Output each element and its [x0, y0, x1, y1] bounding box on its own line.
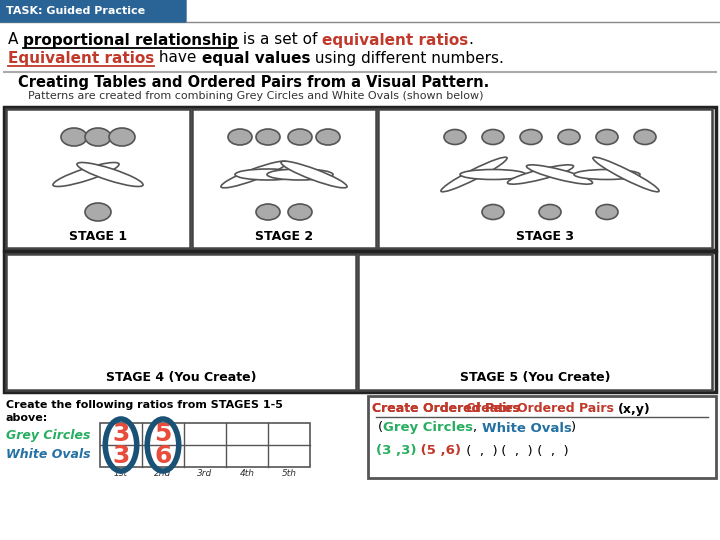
Text: have: have	[154, 51, 202, 65]
Text: equal values: equal values	[202, 51, 310, 65]
Text: using different numbers.: using different numbers.	[310, 51, 504, 65]
Ellipse shape	[596, 205, 618, 219]
Ellipse shape	[281, 161, 347, 188]
Ellipse shape	[634, 130, 656, 145]
Ellipse shape	[53, 163, 119, 186]
Text: STAGE 1: STAGE 1	[69, 230, 127, 242]
Ellipse shape	[482, 205, 504, 219]
Ellipse shape	[526, 165, 593, 184]
FancyBboxPatch shape	[358, 254, 712, 390]
Text: Create Ordered Pairs: Create Ordered Pairs	[372, 402, 524, 415]
Text: ): )	[572, 422, 577, 435]
FancyBboxPatch shape	[4, 252, 716, 392]
Ellipse shape	[256, 129, 280, 145]
Text: 3: 3	[112, 444, 130, 468]
Text: ,: ,	[473, 422, 482, 435]
Text: (5 ,6): (5 ,6)	[416, 444, 462, 457]
Text: White Ovals: White Ovals	[6, 449, 91, 462]
Text: 3: 3	[112, 422, 130, 446]
Text: (  ,  ): ( , )	[462, 444, 497, 457]
Text: 5: 5	[154, 422, 171, 446]
Text: (x,y): (x,y)	[618, 402, 651, 415]
Ellipse shape	[77, 163, 143, 186]
Text: above:: above:	[6, 413, 48, 423]
Text: White Ovals: White Ovals	[482, 422, 572, 435]
Ellipse shape	[520, 130, 542, 145]
Ellipse shape	[61, 128, 87, 146]
Text: STAGE 5 (You Create): STAGE 5 (You Create)	[460, 372, 611, 384]
Text: (  ,  ): ( , )	[533, 444, 568, 457]
Text: 3rd: 3rd	[197, 469, 212, 477]
Text: (: (	[378, 422, 383, 435]
Text: Patterns are created from combining Grey Circles and White Ovals (shown below): Patterns are created from combining Grey…	[28, 91, 484, 101]
Text: is a set of: is a set of	[238, 32, 323, 48]
Ellipse shape	[460, 170, 526, 179]
Ellipse shape	[235, 169, 301, 180]
Text: Create the following ratios from STAGES 1-5: Create the following ratios from STAGES …	[6, 400, 283, 410]
Ellipse shape	[221, 161, 287, 188]
Ellipse shape	[85, 128, 111, 146]
Ellipse shape	[441, 157, 507, 192]
Text: TASK: Guided Practice: TASK: Guided Practice	[6, 5, 145, 16]
FancyBboxPatch shape	[4, 107, 716, 250]
FancyBboxPatch shape	[192, 109, 376, 248]
FancyBboxPatch shape	[368, 396, 716, 478]
Ellipse shape	[256, 204, 280, 220]
Text: Grey Circles: Grey Circles	[383, 422, 473, 435]
Text: STAGE 2: STAGE 2	[255, 230, 313, 242]
Ellipse shape	[288, 129, 312, 145]
Text: 4th: 4th	[240, 469, 254, 477]
Text: STAGE 3: STAGE 3	[516, 230, 574, 242]
Ellipse shape	[558, 130, 580, 145]
FancyBboxPatch shape	[6, 109, 190, 248]
Text: Create Ordered Pairs: Create Ordered Pairs	[466, 402, 618, 415]
Text: (  ,  ): ( , )	[497, 444, 533, 457]
Ellipse shape	[228, 129, 252, 145]
Text: proportional relationship: proportional relationship	[23, 32, 238, 48]
Text: (3 ,3): (3 ,3)	[376, 444, 416, 457]
FancyBboxPatch shape	[378, 109, 712, 248]
Text: .: .	[469, 32, 474, 48]
Ellipse shape	[596, 130, 618, 145]
Ellipse shape	[539, 205, 561, 219]
Ellipse shape	[316, 129, 340, 145]
Text: 6: 6	[154, 444, 171, 468]
Ellipse shape	[85, 203, 111, 221]
Ellipse shape	[109, 128, 135, 146]
Text: Creating Tables and Ordered Pairs from a Visual Pattern.: Creating Tables and Ordered Pairs from a…	[18, 76, 490, 91]
Text: Equivalent ratios: Equivalent ratios	[8, 51, 154, 65]
Ellipse shape	[288, 204, 312, 220]
Text: STAGE 4 (You Create): STAGE 4 (You Create)	[106, 372, 256, 384]
Text: 1st: 1st	[114, 469, 128, 477]
Ellipse shape	[444, 130, 466, 145]
Text: 2nd: 2nd	[154, 469, 171, 477]
FancyBboxPatch shape	[6, 254, 356, 390]
Ellipse shape	[508, 165, 574, 184]
FancyBboxPatch shape	[100, 423, 310, 467]
FancyBboxPatch shape	[0, 0, 186, 22]
Ellipse shape	[593, 157, 659, 192]
Text: A: A	[8, 32, 23, 48]
Text: Create Ordered Pairs: Create Ordered Pairs	[372, 402, 524, 415]
Text: equivalent ratios: equivalent ratios	[323, 32, 469, 48]
Ellipse shape	[574, 170, 640, 179]
Ellipse shape	[267, 169, 333, 180]
Text: Grey Circles: Grey Circles	[6, 429, 91, 442]
Text: 5th: 5th	[282, 469, 297, 477]
Ellipse shape	[482, 130, 504, 145]
